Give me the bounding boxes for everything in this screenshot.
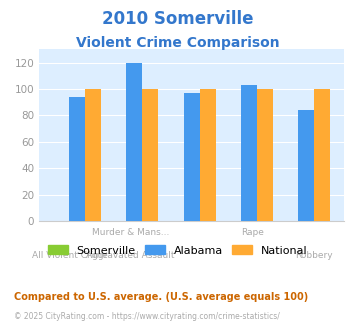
- Text: Rape: Rape: [241, 228, 264, 237]
- Text: Compared to U.S. average. (U.S. average equals 100): Compared to U.S. average. (U.S. average …: [14, 292, 308, 302]
- Text: 2010 Somerville: 2010 Somerville: [102, 10, 253, 28]
- Bar: [315, 89, 331, 221]
- Bar: [200, 89, 216, 221]
- Bar: [85, 89, 101, 221]
- Text: Robbery: Robbery: [295, 251, 333, 260]
- Bar: [184, 93, 200, 221]
- Text: Violent Crime Comparison: Violent Crime Comparison: [76, 36, 279, 50]
- Bar: [241, 85, 257, 221]
- Text: Murder & Mans...: Murder & Mans...: [92, 228, 169, 237]
- Text: All Violent Crime: All Violent Crime: [32, 251, 108, 260]
- Bar: [298, 110, 315, 221]
- Bar: [142, 89, 158, 221]
- Text: Aggravated Assault: Aggravated Assault: [86, 251, 175, 260]
- Legend: Somerville, Alabama, National: Somerville, Alabama, National: [43, 241, 312, 260]
- Bar: [126, 63, 142, 221]
- Bar: [257, 89, 273, 221]
- Bar: [69, 97, 85, 221]
- Text: © 2025 CityRating.com - https://www.cityrating.com/crime-statistics/: © 2025 CityRating.com - https://www.city…: [14, 312, 280, 321]
